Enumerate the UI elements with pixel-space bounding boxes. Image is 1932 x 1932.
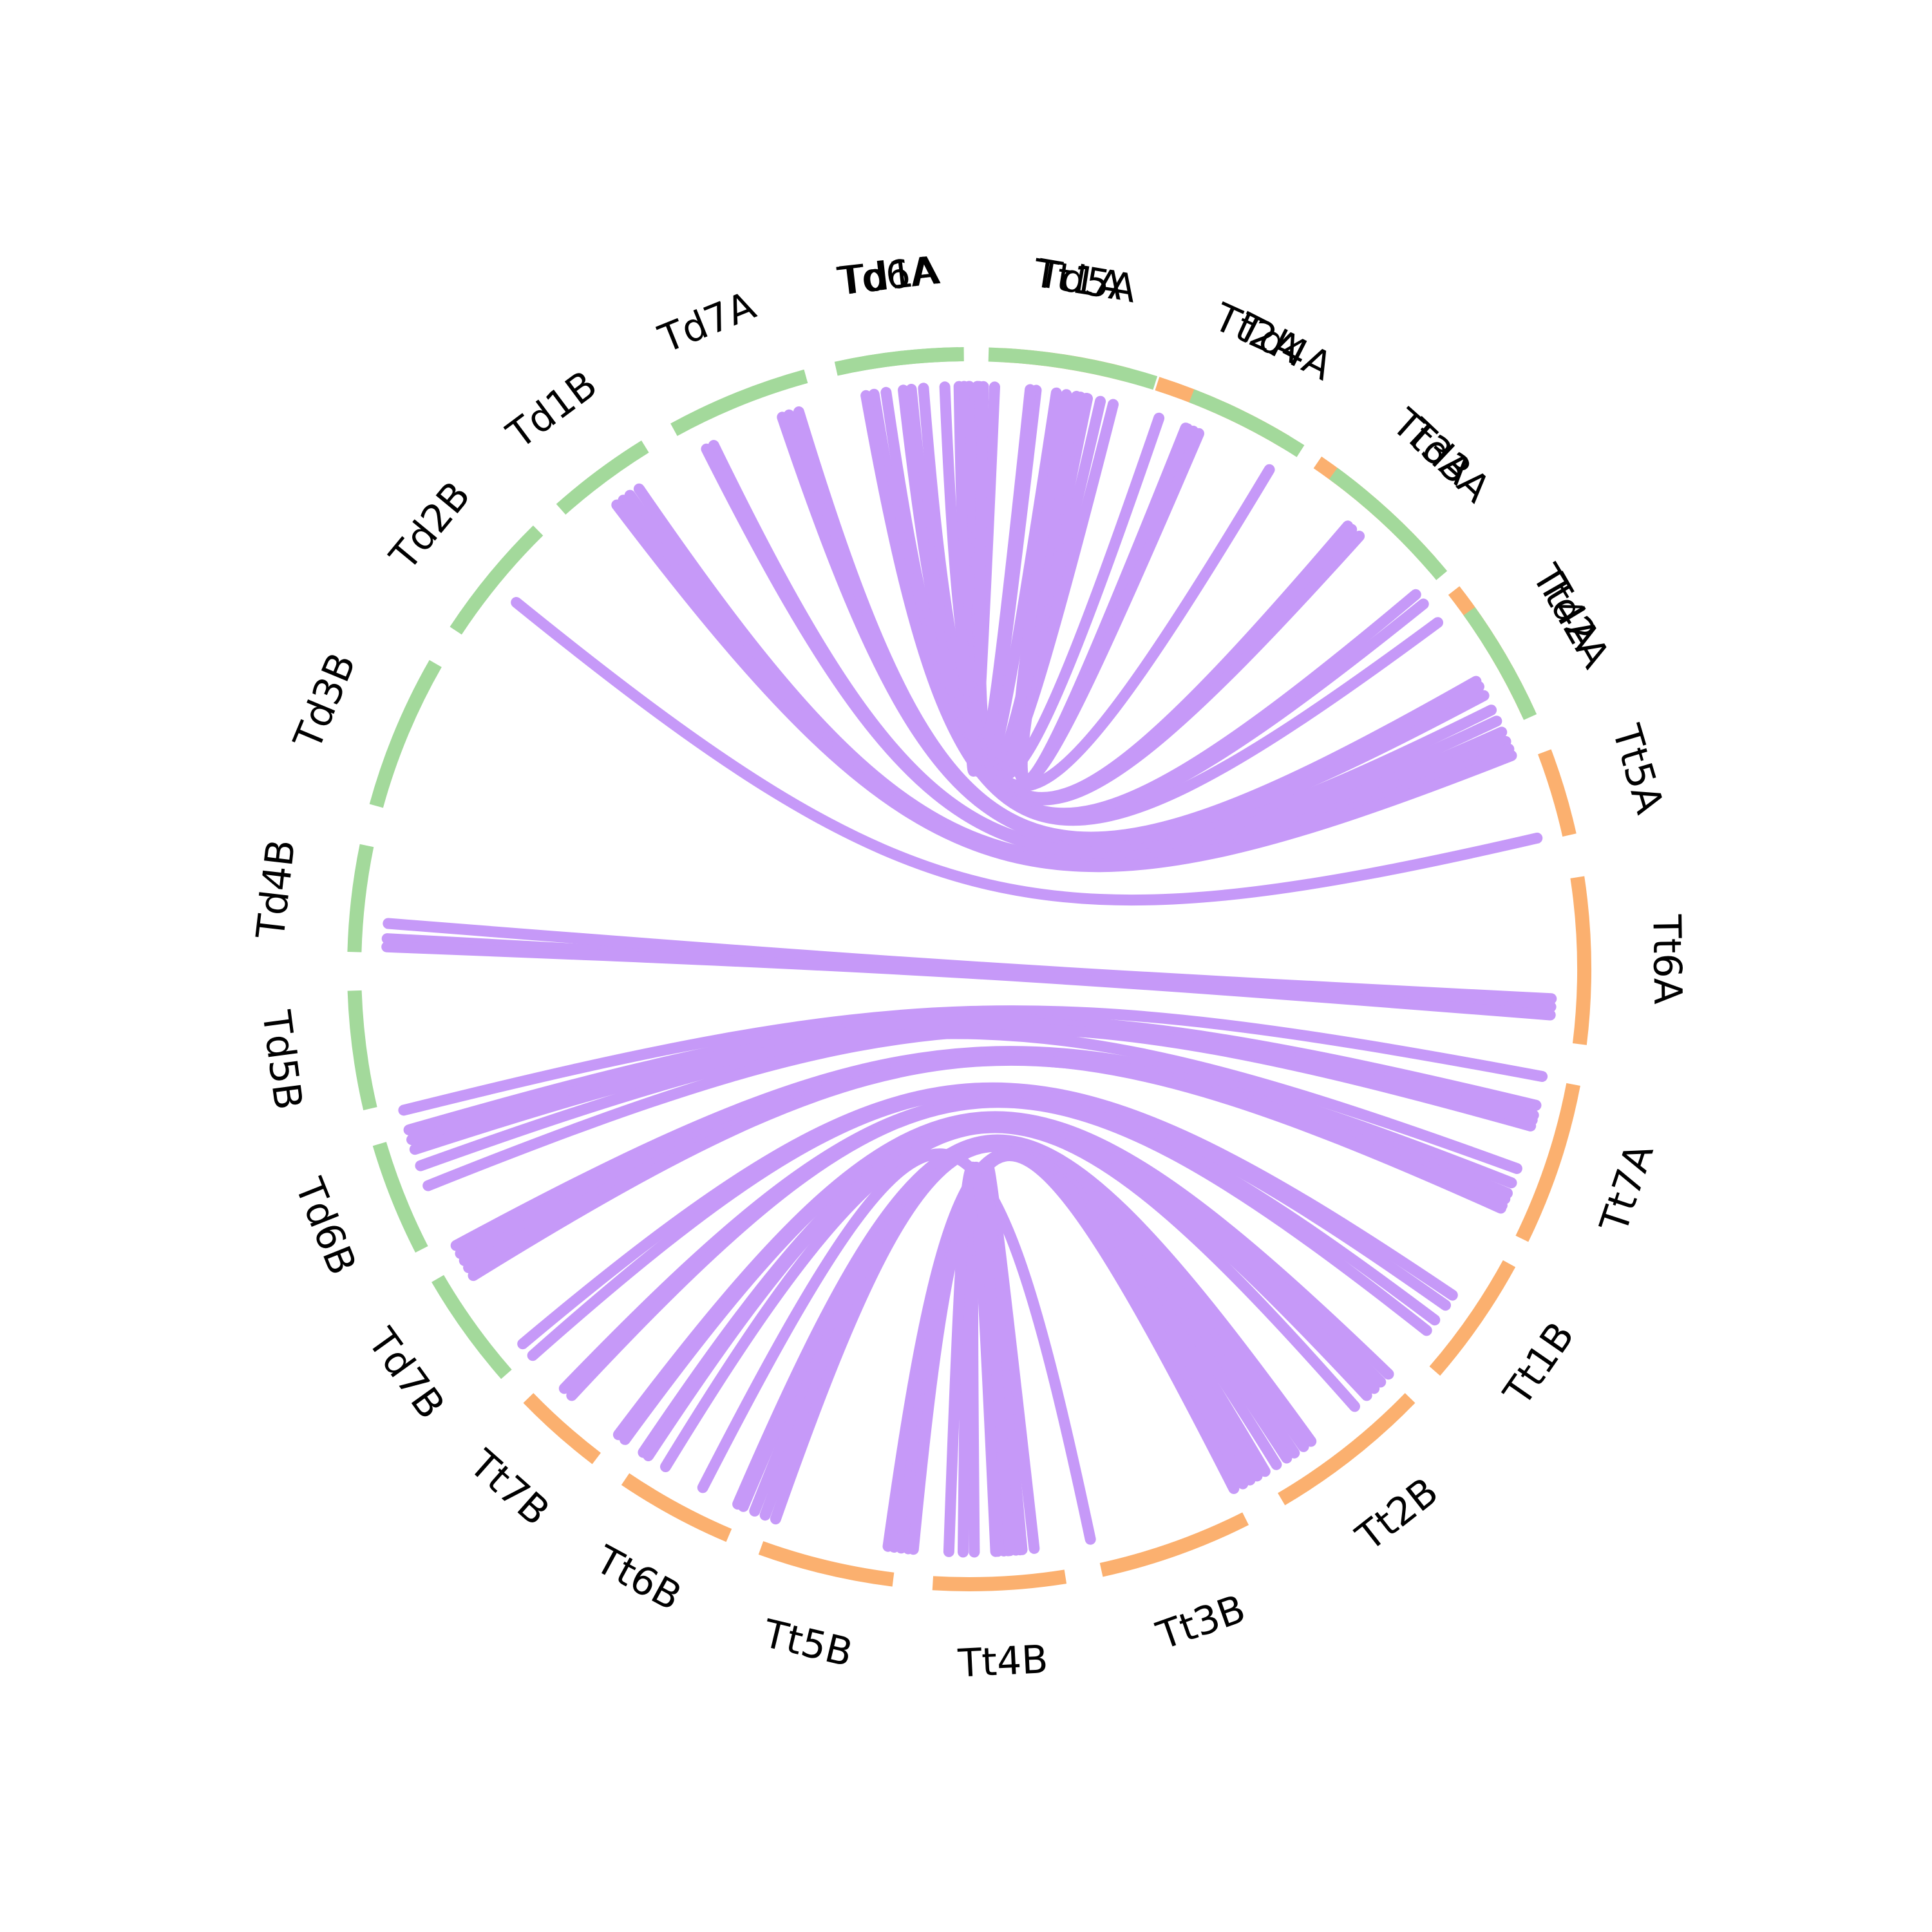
segment-arc-td2a: [1463, 607, 1537, 721]
chord-link: [527, 1086, 1451, 1361]
segment-arc-tt7a: [1515, 1083, 1580, 1242]
segment-arc-tt1b: [1429, 1260, 1516, 1376]
segment-arc-td4b: [347, 844, 374, 952]
chord-link: [1012, 389, 1204, 786]
segment-arc-td4a: [1189, 389, 1305, 457]
segment-arc-td6a: [834, 347, 959, 376]
segment-arc-tt5b: [758, 1541, 895, 1587]
chord-link: [409, 1028, 1522, 1174]
chord-link: [770, 1141, 1282, 1525]
chord-link: [398, 1005, 1548, 1116]
segment-arc-tt7b: [523, 1393, 601, 1464]
segment-arc-tt3b: [1099, 1512, 1249, 1577]
segment-label-td1a: Td1A: [838, 248, 942, 304]
chord-link: [611, 499, 1517, 873]
segment-arc-td5b: [347, 990, 377, 1110]
segment-arc-tt6b: [621, 1473, 732, 1542]
segment-label-tt4b: Tt4B: [956, 1637, 1049, 1687]
segment-arc-td2b: [450, 525, 544, 635]
chord-link: [898, 384, 1365, 806]
segment-arc-td7b: [431, 1274, 512, 1379]
chord-link: [660, 1122, 1360, 1472]
segment-arc-td3a: [1329, 468, 1448, 580]
chord-link: [383, 918, 1557, 1005]
segment-arc-group: [347, 347, 1592, 1591]
segment-arc-tt2b: [1278, 1393, 1416, 1506]
segment-arc-tt5a: [1538, 749, 1577, 837]
segment-arc-td3b: [369, 659, 442, 808]
chord-link: [566, 1097, 1432, 1401]
chord-link: [860, 390, 1443, 826]
chord-link: [943, 1162, 1016, 1557]
segment-arc-td6b: [372, 1142, 428, 1253]
segment-arc-td5a: [988, 347, 1158, 390]
segment-arc-td7a: [670, 369, 808, 436]
chord-link: [697, 1148, 1096, 1545]
segment-arc-tt6a: [1570, 876, 1592, 1045]
chord-link: [701, 443, 1502, 858]
segment-label-tt6a: Tt6A: [1643, 914, 1690, 1005]
link-group: [381, 381, 1557, 1558]
chord-link: [468, 1054, 1508, 1282]
chord-link: [907, 1150, 1240, 1555]
segment-arc-tt4b: [932, 1569, 1067, 1591]
chord-link: [777, 412, 1490, 848]
chord-link: [381, 941, 1556, 1021]
chord-link: [511, 597, 1543, 906]
segment-arc-td1b: [556, 440, 649, 515]
